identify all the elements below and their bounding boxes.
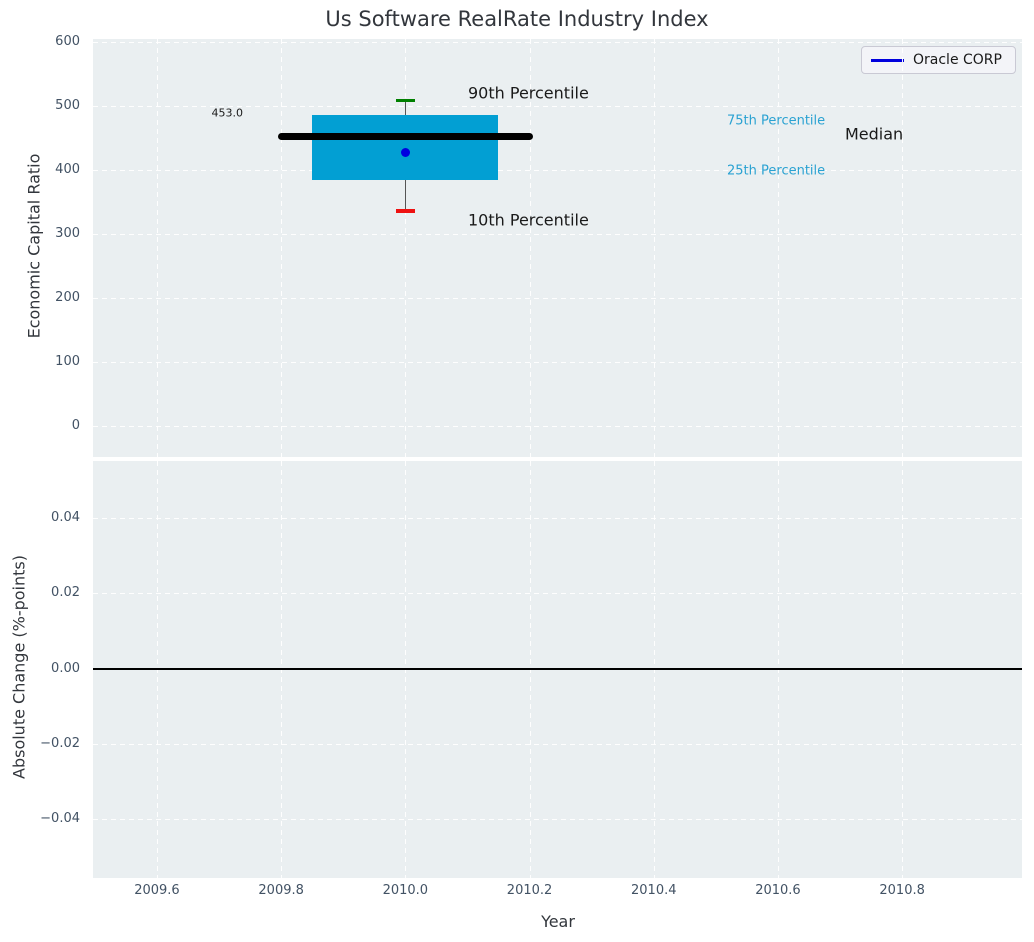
gridline-y <box>93 233 1022 235</box>
gridline-x <box>653 39 655 457</box>
y-tick-label: 0 <box>71 417 80 433</box>
gridline-x <box>777 39 779 457</box>
gridline-x <box>156 39 158 457</box>
y-tick-label: 0.02 <box>51 585 80 601</box>
legend-line-swatch <box>871 58 904 62</box>
x-tick-label: 2010.6 <box>755 883 801 898</box>
x-tick-label: 2010.0 <box>382 883 429 898</box>
gridline-y <box>93 42 1022 44</box>
x-tick-label: 2010.8 <box>879 883 925 898</box>
box-iqr <box>312 115 499 180</box>
chart-title: Us Software RealRate Industry Index <box>325 7 709 31</box>
top-y-axis-label: Economic Capital Ratio <box>24 153 44 339</box>
gridline-y <box>93 518 1022 520</box>
gridline-x <box>529 39 531 457</box>
y-tick-label: −0.04 <box>40 810 80 826</box>
company-point <box>400 148 410 158</box>
gridline-y <box>93 106 1022 108</box>
y-tick-label: −0.02 <box>40 735 80 751</box>
top-plot-area <box>93 39 1022 457</box>
y-tick-label: 500 <box>55 98 80 114</box>
y-tick-label: 600 <box>55 34 80 50</box>
annotation: 25th Percentile <box>727 163 826 179</box>
gridline-x <box>281 39 283 457</box>
legend: Oracle CORP <box>861 46 1016 74</box>
p10-cap <box>396 209 415 213</box>
gridline-x <box>902 39 904 457</box>
x-axis-label: Year <box>541 912 575 931</box>
gridline-y <box>93 425 1022 427</box>
gridline-y <box>93 818 1022 820</box>
annotation: Median <box>845 124 904 144</box>
legend-label: Oracle CORP <box>913 52 1002 68</box>
zero-line <box>93 667 1022 670</box>
gridline-x <box>405 39 407 457</box>
x-tick-label: 2010.2 <box>506 883 553 898</box>
y-tick-label: 0.00 <box>51 660 80 676</box>
y-tick-label: 200 <box>55 289 80 305</box>
x-tick-label: 2010.4 <box>631 883 677 898</box>
annotation: 10th Percentile <box>468 210 589 230</box>
x-tick-label: 2009.6 <box>134 883 180 898</box>
gridline-y <box>93 170 1022 172</box>
gridline-y <box>93 743 1022 745</box>
gridline-y <box>93 593 1022 595</box>
annotation: 453.0 <box>211 106 244 120</box>
y-tick-label: 400 <box>55 162 80 178</box>
gridline-y <box>93 361 1022 363</box>
annotation: 75th Percentile <box>727 113 826 129</box>
p90-cap <box>396 99 415 103</box>
y-tick-label: 100 <box>55 353 80 369</box>
y-tick-label: 0.04 <box>51 510 80 526</box>
x-tick-label: 2009.8 <box>258 883 304 898</box>
median-line <box>278 132 533 140</box>
y-tick-label: 300 <box>55 225 80 241</box>
annotation: 90th Percentile <box>468 83 589 103</box>
gridline-y <box>93 297 1022 299</box>
